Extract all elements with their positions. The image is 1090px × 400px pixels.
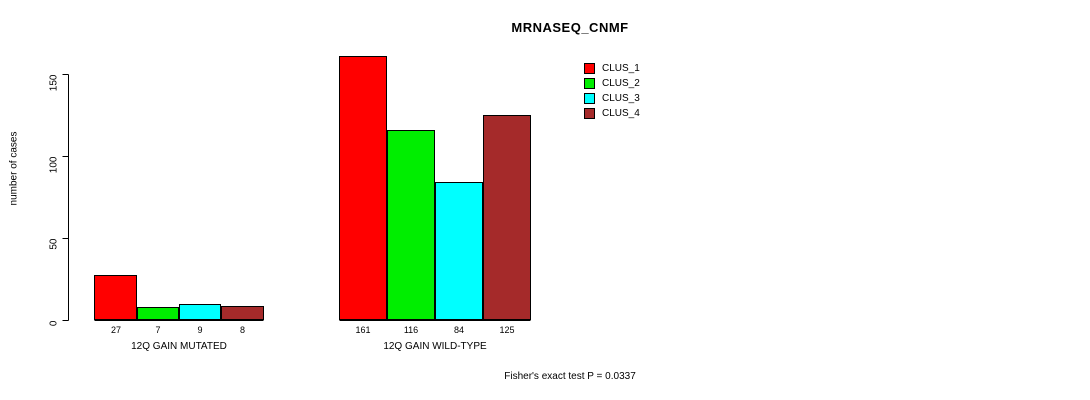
legend-swatch-clus-2	[584, 78, 595, 89]
legend-item-clus-3: CLUS_3	[584, 91, 640, 106]
chart-title-text: MRNASEQ_CNMF	[511, 20, 629, 35]
bar-value-group2-clus2: 116	[403, 325, 419, 335]
bar-group2-clus2	[387, 130, 435, 320]
bar-group1-clus1	[94, 275, 137, 320]
bar-group2-clus3	[435, 182, 483, 320]
bar-value-group1-clus3: 9	[197, 325, 203, 335]
plot-area: 0 50 100 150 number of cases 27 7 9 8 12…	[8, 56, 531, 352]
bar-value-group2-clus3: 84	[453, 325, 464, 335]
group-label-12q-gain-wild-type: 12Q GAIN WILD-TYPE	[383, 341, 487, 352]
legend-swatch-clus-4	[584, 108, 595, 119]
y-tick-label-100: 100	[48, 156, 60, 174]
footer-annotation: Fisher's exact test P = 0.0337	[504, 371, 636, 382]
legend-label-clus-2: CLUS_2	[602, 78, 640, 89]
bar-group2-clus4	[483, 115, 531, 320]
y-tick-label-150: 150	[48, 74, 60, 92]
legend-item-clus-2: CLUS_2	[584, 76, 640, 91]
bar-value-group1-clus2: 7	[155, 325, 161, 335]
group-label-12q-gain-mutated: 12Q GAIN MUTATED	[131, 341, 227, 352]
y-axis-label: number of cases	[8, 131, 20, 206]
bar-value-group2-clus4: 125	[499, 325, 515, 335]
legend-item-clus-1: CLUS_1	[584, 61, 640, 76]
bar-value-group1-clus1: 27	[110, 325, 121, 335]
bar-value-group2-clus1: 161	[355, 325, 371, 335]
legend-label-clus-3: CLUS_3	[602, 93, 640, 104]
legend-swatch-clus-3	[584, 93, 595, 104]
legend-item-clus-4: CLUS_4	[584, 106, 640, 121]
legend-label-clus-1: CLUS_1	[602, 63, 640, 74]
bar-value-group1-clus4: 8	[239, 325, 245, 335]
y-tick-label-0: 0	[48, 320, 60, 327]
bar-group1-clus2	[137, 307, 179, 320]
legend-label-clus-4: CLUS_4	[602, 108, 640, 119]
legend-swatch-clus-1	[584, 63, 595, 74]
bar-group2-clus1	[339, 56, 387, 320]
legend: CLUS_1 CLUS_2 CLUS_3 CLUS_4	[584, 61, 640, 121]
chart-title: MRNASEQ_CNMF	[430, 19, 710, 37]
bar-group1-clus4	[221, 306, 264, 320]
bar-group1-clus3	[179, 304, 221, 320]
y-tick-label-50: 50	[48, 238, 60, 250]
